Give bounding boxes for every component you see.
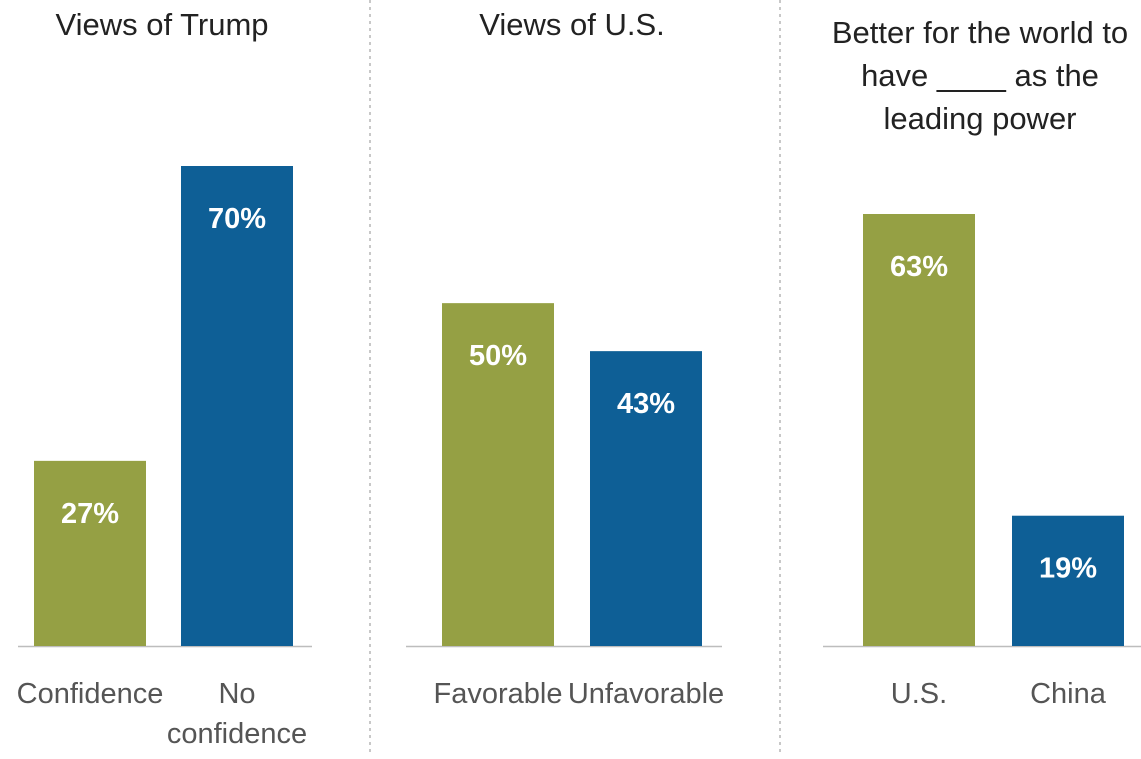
data-label: 27%: [61, 498, 119, 530]
chart-panel-1: Views of Trump 27% Confidence 70% No confiden…: [17, 7, 312, 750]
chart-title: Views of Trump: [55, 7, 268, 42]
category-label: U.S.: [891, 678, 947, 710]
bar-china: [1012, 515, 1124, 646]
category-label: Unfavorable: [568, 678, 724, 710]
data-label: 50%: [469, 340, 527, 372]
bar-u-s-: [863, 214, 975, 646]
data-label: 43%: [617, 388, 675, 420]
bar-unfavorable: [590, 351, 702, 646]
category-label: Favorable: [434, 678, 563, 710]
category-label: China: [1030, 678, 1107, 710]
category-label: No confidence: [167, 678, 307, 750]
chart-panel-3: Better for the world to have ____ as the l…: [823, 15, 1141, 710]
bar-favorable: [442, 303, 554, 646]
data-label: 70%: [208, 203, 266, 235]
chart-panel-2: Views of U.S. 50% Favorable 43% Unfavorable: [406, 7, 724, 710]
data-label: 63%: [890, 251, 948, 283]
bar-confidence: [34, 460, 146, 646]
bar-no-confidence: [181, 166, 293, 646]
category-label: Confidence: [17, 678, 164, 710]
data-label: 19%: [1039, 553, 1097, 585]
chart-title: Better for the world to have ____ as the l…: [832, 15, 1128, 136]
chart-title: Views of U.S.: [479, 7, 665, 42]
